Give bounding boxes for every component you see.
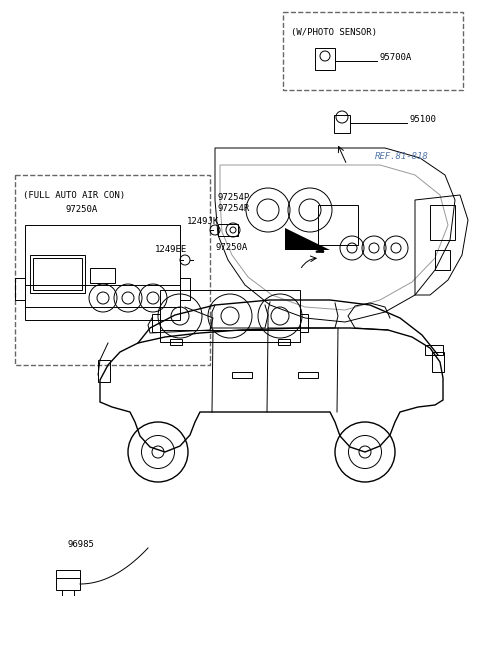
- Text: 95100: 95100: [409, 115, 436, 125]
- Polygon shape: [285, 228, 330, 250]
- Text: 1249EE: 1249EE: [155, 245, 187, 254]
- Bar: [318, 205, 358, 245]
- Bar: [218, 224, 238, 236]
- Bar: [15, 278, 25, 300]
- Bar: [30, 255, 85, 293]
- Bar: [425, 345, 443, 355]
- Bar: [298, 372, 318, 378]
- Bar: [435, 250, 450, 270]
- Bar: [334, 115, 350, 133]
- Text: 97254P: 97254P: [218, 193, 250, 202]
- Bar: [170, 339, 182, 345]
- Text: 95700A: 95700A: [379, 54, 411, 62]
- Text: REF.81-818: REF.81-818: [375, 152, 429, 161]
- Bar: [160, 290, 300, 342]
- Bar: [180, 278, 190, 300]
- Bar: [430, 205, 455, 240]
- Bar: [25, 225, 180, 320]
- Bar: [315, 48, 335, 70]
- Text: 97254R: 97254R: [218, 204, 250, 213]
- Text: 97250A: 97250A: [65, 205, 97, 214]
- Text: 1249JK: 1249JK: [187, 217, 219, 226]
- Bar: [432, 352, 444, 372]
- Text: 97250A: 97250A: [215, 243, 247, 252]
- Text: (FULL AUTO AIR CON): (FULL AUTO AIR CON): [23, 191, 125, 200]
- Text: 96985: 96985: [68, 540, 95, 549]
- Bar: [56, 570, 80, 590]
- Bar: [90, 268, 115, 283]
- Bar: [98, 360, 110, 382]
- Bar: [300, 314, 308, 332]
- Bar: [278, 339, 290, 345]
- Bar: [152, 314, 160, 332]
- Bar: [33, 258, 82, 290]
- Bar: [232, 372, 252, 378]
- Text: (W/PHOTO SENSOR): (W/PHOTO SENSOR): [291, 28, 377, 37]
